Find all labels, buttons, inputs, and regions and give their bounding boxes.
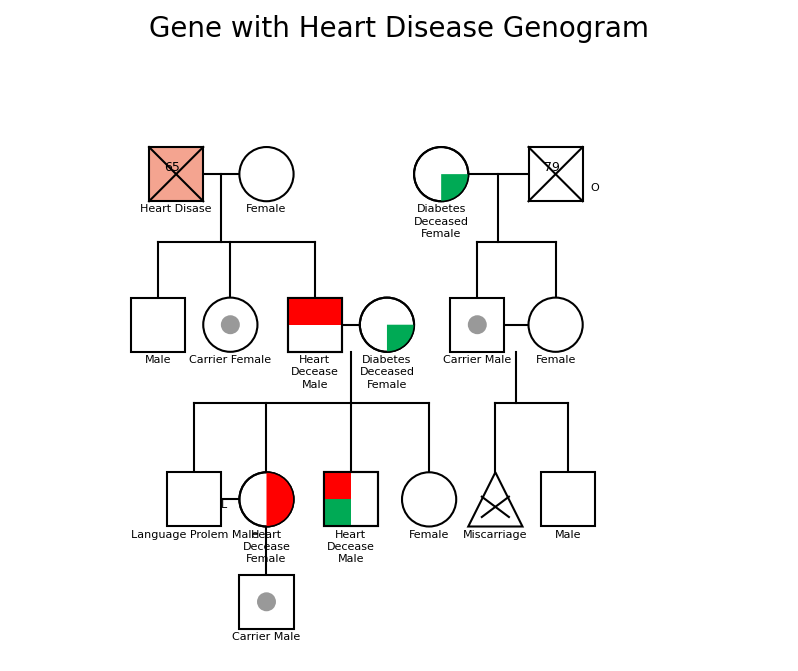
Text: Heart Disase: Heart Disase <box>140 204 212 214</box>
Text: Carrier Female: Carrier Female <box>189 355 271 365</box>
Title: Gene with Heart Disease Genogram: Gene with Heart Disease Genogram <box>149 15 649 43</box>
Bar <box>324 499 351 527</box>
Circle shape <box>528 298 583 352</box>
Bar <box>149 147 203 201</box>
Circle shape <box>468 315 487 334</box>
Wedge shape <box>387 325 413 352</box>
Text: O: O <box>590 183 598 193</box>
Text: Diabetes
Deceased
Female: Diabetes Deceased Female <box>413 204 468 239</box>
Bar <box>287 298 342 325</box>
Text: Male: Male <box>144 355 172 365</box>
Bar <box>287 298 342 352</box>
Bar <box>528 147 583 201</box>
Bar <box>131 298 185 352</box>
Wedge shape <box>441 174 468 201</box>
Text: Heart
Decease
Female: Heart Decease Female <box>243 529 290 564</box>
Text: Female: Female <box>409 529 449 539</box>
Bar <box>540 472 595 527</box>
Circle shape <box>239 472 294 527</box>
Bar <box>324 472 378 527</box>
Wedge shape <box>267 473 293 526</box>
Text: Male: Male <box>555 529 581 539</box>
Circle shape <box>257 592 276 611</box>
Text: L: L <box>221 500 227 510</box>
Circle shape <box>221 315 240 334</box>
Text: Carrier Male: Carrier Male <box>232 632 301 642</box>
Bar <box>450 298 504 352</box>
Circle shape <box>414 147 468 201</box>
Bar <box>167 472 221 527</box>
Circle shape <box>360 298 414 352</box>
Text: Carrier Male: Carrier Male <box>443 355 512 365</box>
Text: Language Prolem Male: Language Prolem Male <box>131 529 258 539</box>
Bar <box>239 574 294 629</box>
Text: Female: Female <box>247 204 286 214</box>
Bar <box>324 472 378 527</box>
Text: Diabetes
Deceased
Female: Diabetes Deceased Female <box>359 355 414 390</box>
Text: Heart
Decease
Male: Heart Decease Male <box>290 355 338 390</box>
Circle shape <box>239 147 294 201</box>
Text: Female: Female <box>535 355 576 365</box>
Bar <box>324 472 351 499</box>
Text: 65: 65 <box>164 161 180 174</box>
Text: Miscarriage: Miscarriage <box>463 529 527 539</box>
Text: 79: 79 <box>543 161 559 174</box>
Circle shape <box>203 298 258 352</box>
Bar <box>287 298 342 352</box>
Circle shape <box>402 472 456 527</box>
Text: Heart
Decease
Male: Heart Decease Male <box>327 529 375 564</box>
Polygon shape <box>468 472 523 527</box>
